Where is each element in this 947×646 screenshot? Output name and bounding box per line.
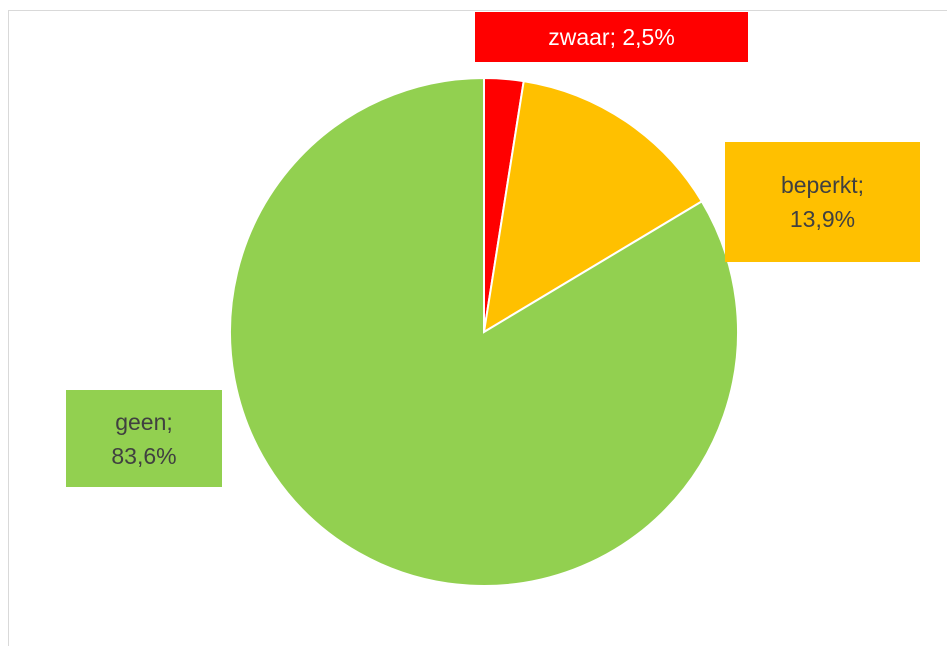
pie-slice bbox=[229, 76, 739, 587]
pie-slice bbox=[482, 79, 704, 334]
data-label: zwaar; 2,5% bbox=[475, 12, 748, 62]
data-label: geen; 83,6% bbox=[66, 390, 222, 487]
data-label: beperkt; 13,9% bbox=[725, 142, 920, 262]
